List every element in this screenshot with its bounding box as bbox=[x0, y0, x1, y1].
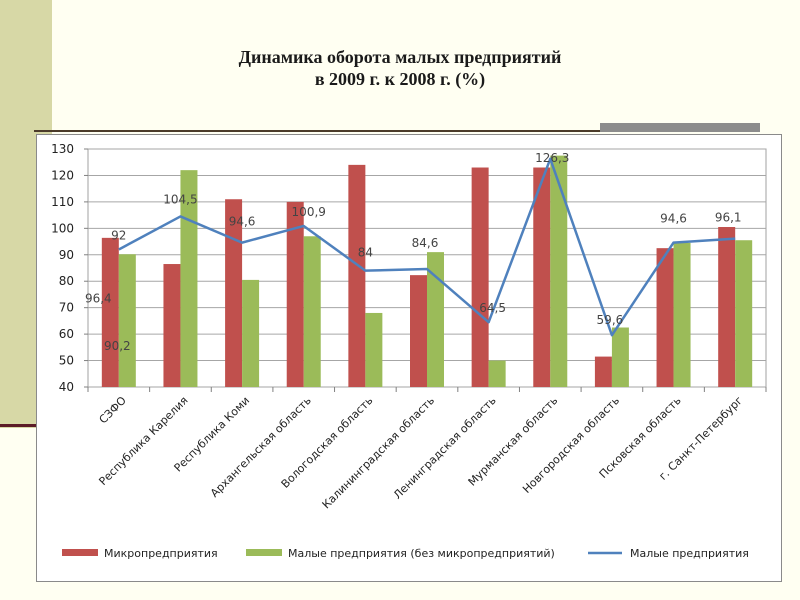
y-tick-label: 60 bbox=[59, 327, 74, 341]
bar-small bbox=[550, 155, 568, 387]
y-tick-label: 90 bbox=[59, 248, 74, 262]
bar-micro bbox=[410, 275, 427, 387]
data-label: 64,5 bbox=[479, 301, 506, 315]
bar-micro bbox=[101, 237, 119, 387]
legend-label: Малые предприятия bbox=[630, 547, 749, 560]
bar-micro bbox=[286, 201, 304, 387]
bar-micro bbox=[225, 199, 243, 387]
legend-swatch bbox=[246, 549, 282, 556]
bar-micro bbox=[348, 164, 366, 387]
data-label: 94,6 bbox=[229, 215, 256, 229]
bar-small bbox=[673, 242, 691, 387]
slide-title-line-1: Динамика оборота малых предприятий bbox=[238, 47, 562, 67]
bar-small bbox=[303, 236, 321, 387]
data-label: 96,4 bbox=[85, 291, 112, 305]
bar-micro bbox=[533, 167, 551, 387]
data-label: 100,9 bbox=[292, 205, 326, 219]
slide-title-line-2: в 2009 г. к 2008 г. (%) bbox=[314, 69, 486, 89]
data-label: 104,5 bbox=[163, 192, 197, 206]
data-label: 59,6 bbox=[597, 313, 624, 327]
data-label: 92 bbox=[111, 228, 126, 242]
y-tick-label: 130 bbox=[51, 142, 74, 156]
bar-small bbox=[488, 360, 506, 387]
decorative-title-rule-accent bbox=[600, 123, 760, 132]
y-tick-label: 120 bbox=[51, 168, 74, 182]
bar-small bbox=[242, 279, 260, 387]
series-line-small-enterprises bbox=[118, 157, 736, 337]
y-tick-label: 70 bbox=[59, 301, 74, 315]
y-tick-label: 40 bbox=[59, 380, 74, 394]
y-tick-label: 100 bbox=[51, 221, 74, 235]
bar-small bbox=[118, 254, 136, 387]
y-tick-label: 50 bbox=[59, 354, 74, 368]
bar-micro bbox=[718, 227, 736, 387]
legend-label: Микропредприятия bbox=[104, 547, 218, 560]
bar-small bbox=[611, 327, 629, 387]
bar-small bbox=[180, 170, 198, 387]
bar-micro bbox=[471, 167, 489, 387]
data-label: 126,3 bbox=[535, 151, 569, 165]
x-category-label: Калининградская область bbox=[320, 394, 437, 511]
slide-title: Динамика оборота малых предприятий в 200… bbox=[150, 46, 650, 90]
bar-small bbox=[427, 252, 444, 387]
data-label: 84 bbox=[358, 246, 373, 260]
x-category-label: СЗФО bbox=[97, 394, 130, 427]
bar-small bbox=[365, 312, 383, 387]
y-tick-label: 110 bbox=[51, 195, 74, 209]
decorative-title-rule bbox=[34, 130, 600, 132]
data-label: 84,6 bbox=[412, 236, 439, 250]
x-category-label: Архангельская область bbox=[208, 394, 314, 500]
data-label: 90,2 bbox=[104, 339, 131, 353]
data-label: 94,6 bbox=[660, 212, 687, 226]
bar-micro bbox=[656, 248, 674, 387]
bar-small bbox=[735, 240, 753, 387]
bar-micro bbox=[594, 356, 612, 387]
data-label: 96,1 bbox=[715, 211, 742, 225]
y-tick-label: 80 bbox=[59, 274, 74, 288]
legend-label: Малые предприятия (без микропредприятий) bbox=[288, 547, 555, 560]
legend-swatch bbox=[62, 549, 98, 556]
bar-micro bbox=[163, 264, 181, 387]
decorative-left-line bbox=[0, 424, 36, 427]
x-category-label: Ленинградская область bbox=[391, 394, 499, 502]
